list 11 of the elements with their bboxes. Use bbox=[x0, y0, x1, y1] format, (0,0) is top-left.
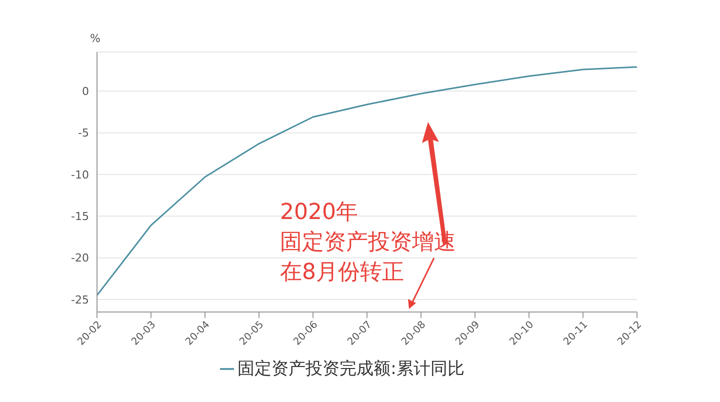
legend-label: 固定资产投资完成额:累计同比 bbox=[238, 359, 464, 379]
y-axis-title: % bbox=[90, 32, 100, 45]
y-tick-label: 0 bbox=[82, 85, 89, 98]
y-tick-label: -20 bbox=[71, 252, 89, 265]
line-series bbox=[96, 66, 638, 296]
annotation: 在8月份转正 bbox=[280, 259, 404, 287]
annotation: 2020年 bbox=[280, 199, 358, 227]
y-tick-label: -15 bbox=[71, 210, 89, 224]
y-tick-label: -25 bbox=[71, 293, 89, 306]
y-tick-label: -10 bbox=[71, 168, 89, 182]
y-tick-label: -5 bbox=[78, 126, 89, 140]
